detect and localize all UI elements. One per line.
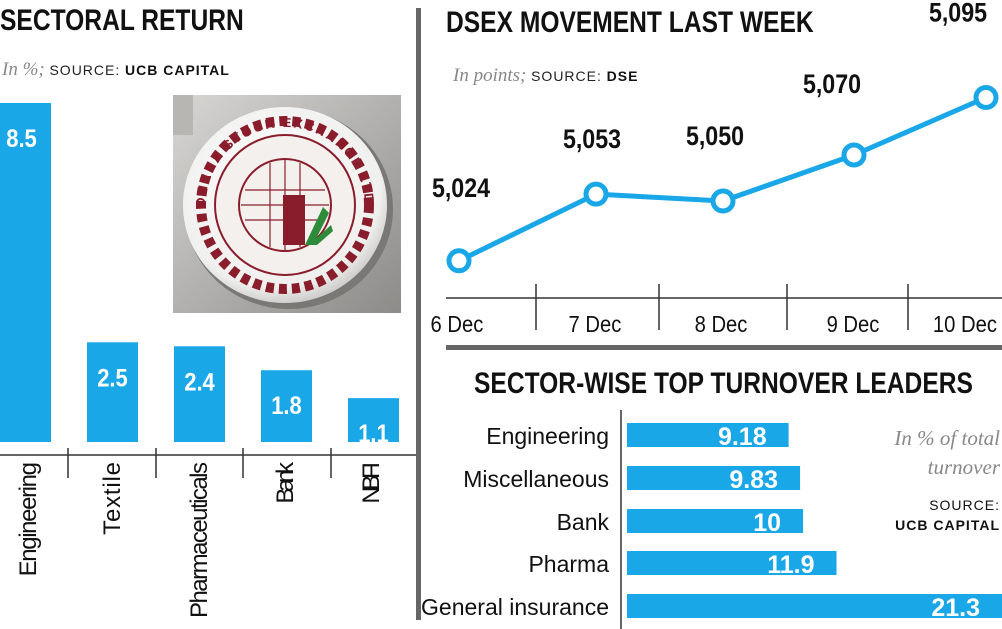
turnover-source-name: UCB CAPITAL	[895, 517, 1000, 533]
sectoral-bar	[261, 370, 312, 442]
turnover-bar	[627, 466, 801, 490]
turnover-source-label: SOURCE:	[929, 497, 1000, 513]
sectoral-value-label: 2.5	[97, 364, 128, 392]
sectoral-category-label: Textile	[99, 462, 126, 535]
sectoral-value-label: 8.5	[6, 125, 37, 153]
dsex-source-label: SOURCE:	[531, 68, 602, 84]
dhaka-stock-exchange-logo-icon: DHAKA STOCK EXCHANGE LTD.	[173, 95, 401, 313]
turnover-value-label: 10	[753, 509, 781, 537]
dsex-movement-chart: 5,024 5,053 5,050 5,070 5,095 6 Dec 7 Dec 8 Dec…	[431, 0, 1002, 338]
turnover-category-label: Miscellaneous	[463, 466, 609, 492]
turnover-bar	[627, 509, 804, 533]
dsex-subtitle: In points; SOURCE: DSE	[453, 65, 638, 87]
sectoral-category-label: Bank	[272, 461, 299, 504]
sectoral-source-name: UCB CAPITAL	[125, 62, 230, 78]
dse-logo-photo: DHAKA STOCK EXCHANGE LTD.	[173, 95, 401, 313]
dsex-source-name: DSE	[606, 68, 639, 84]
turnover-bar	[627, 551, 837, 575]
turnover-category-label: Engineering	[486, 423, 609, 449]
dsex-tick-label: 7 Dec	[569, 311, 622, 338]
dsex-value-label: 5,024	[432, 173, 490, 203]
dsex-value-label: 5,070	[803, 69, 861, 99]
horizontal-divider	[446, 345, 1002, 350]
turnover-value-label: 11.9	[767, 551, 814, 579]
turnover-title: SECTOR-WISE TOP TURNOVER LEADERS	[474, 367, 973, 400]
dsex-unit: In points;	[453, 65, 527, 86]
dsex-value-label: 5,050	[686, 121, 744, 151]
turnover-note-line1: In % of total	[894, 426, 1000, 450]
sectoral-subtitle: In %; SOURCE: UCB CAPITAL	[2, 59, 230, 81]
dsex-title: DSEX MOVEMENT LAST WEEK	[446, 6, 814, 39]
turnover-note-line2: turnover	[927, 455, 1000, 479]
sectoral-category-label: Engineering	[15, 462, 42, 576]
sectoral-title: SECTORAL RETURN	[0, 4, 244, 37]
dsex-point	[583, 181, 609, 207]
turnover-value-label: 9.83	[729, 466, 778, 494]
dsex-point	[841, 142, 867, 168]
sectoral-bar	[174, 346, 225, 442]
turnover-category-label: General insurance	[421, 594, 609, 620]
sectoral-unit: In %;	[2, 59, 45, 80]
sectoral-bar	[348, 398, 399, 442]
turnover-category-label: Bank	[557, 509, 610, 535]
sectoral-return-chart: 8.5 2.5 2.4 1.8 1.1 Engineering Textile Pharmac…	[0, 103, 416, 618]
dsex-value-label: 5,095	[929, 0, 987, 28]
turnover-value-label: 9.18	[718, 423, 767, 451]
dsex-point	[973, 85, 999, 110]
dsex-tick-label: 6 Dec	[431, 311, 484, 338]
sectoral-bar	[87, 342, 138, 442]
turnover-value-label: 21.3	[931, 594, 980, 622]
dsex-value-label: 5,053	[563, 125, 621, 155]
sectoral-value-label: 2.4	[184, 368, 215, 396]
sectoral-category-label: Pharmaceuticals	[186, 462, 213, 618]
turnover-bar	[627, 423, 789, 447]
dsex-tick-label: 10 Dec	[933, 311, 997, 338]
turnover-note: In % of total turnover	[894, 424, 1000, 482]
sectoral-bar	[0, 103, 51, 442]
dsex-tick-label: 8 Dec	[695, 311, 748, 338]
turnover-source: SOURCE: UCB CAPITAL	[895, 495, 1000, 535]
dsex-point	[446, 248, 472, 274]
vertical-divider	[416, 8, 421, 620]
turnover-bar	[627, 594, 1002, 618]
dsex-tick-label: 9 Dec	[827, 311, 880, 338]
sectoral-value-label: 1.1	[358, 420, 389, 448]
turnover-category-label: Pharma	[528, 551, 609, 577]
dsex-point	[710, 188, 736, 214]
turnover-leaders-chart: 9.18 Engineering 9.83 Miscellaneous 10 Bank 11…	[421, 410, 1002, 629]
sectoral-value-label: 1.8	[271, 392, 302, 420]
sectoral-category-label: NBFI	[358, 462, 385, 504]
sectoral-source-label: SOURCE:	[49, 62, 121, 78]
